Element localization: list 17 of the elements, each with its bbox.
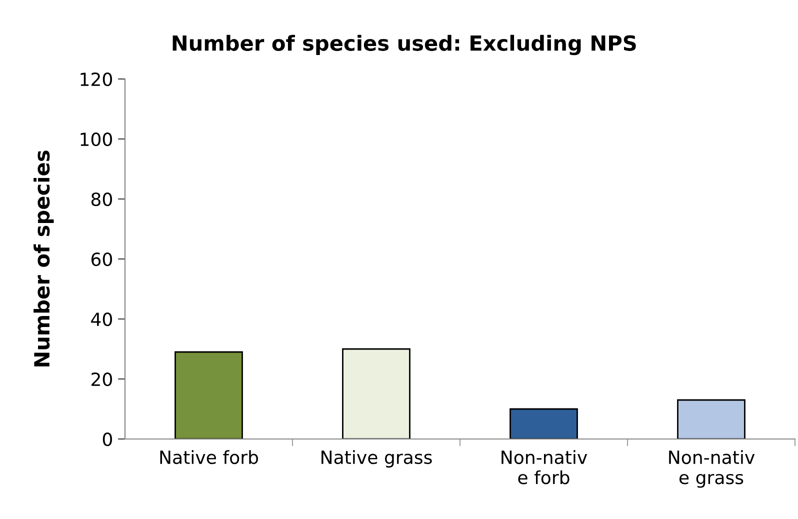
y-tick-label: 120	[80, 72, 112, 86]
y-tick-label: 40	[91, 312, 112, 326]
y-tick-label: 100	[80, 132, 112, 146]
y-tick-label: 60	[91, 252, 112, 266]
y-tick-label: 20	[92, 372, 112, 386]
x-tick-label: Non-nativ e grass	[669, 450, 755, 488]
x-tick-label: Native forb	[160, 450, 258, 464]
bar	[510, 408, 578, 439]
y-axis-title: Number of species	[34, 150, 54, 366]
x-tick-label: Non-nativ e forb	[502, 450, 588, 484]
y-tick-label: 80	[91, 192, 112, 206]
bar	[677, 399, 746, 439]
y-tick-label: 0	[102, 432, 112, 446]
bar	[174, 351, 243, 439]
x-tick-label: Native grass	[322, 450, 432, 468]
bar	[342, 348, 410, 439]
chart-title: Number of species used: Excluding NPS	[172, 34, 636, 56]
